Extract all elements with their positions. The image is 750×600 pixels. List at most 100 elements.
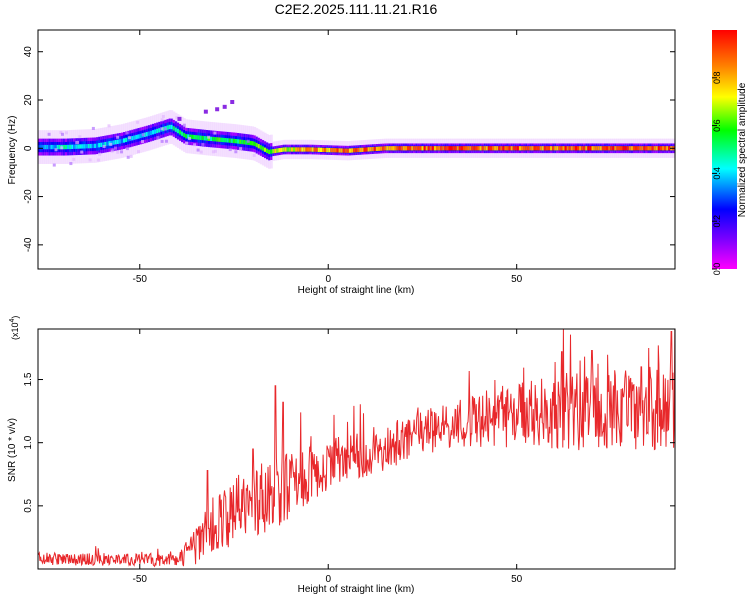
heat-cell-core bbox=[363, 147, 367, 152]
heat-cell-core bbox=[145, 132, 149, 137]
heat-cell-core bbox=[514, 146, 518, 151]
heat-cell-core bbox=[50, 144, 54, 150]
heat-cell-core bbox=[380, 146, 383, 151]
snr-multiplier-close: ) bbox=[10, 316, 20, 319]
heat-cell-core bbox=[591, 146, 595, 151]
heat-cell-core bbox=[632, 146, 636, 151]
heat-cell-core bbox=[431, 146, 435, 151]
heat-cell-core bbox=[460, 146, 464, 151]
heat-cell-core bbox=[232, 138, 236, 144]
heat-speck bbox=[126, 147, 130, 151]
heat-cell-core bbox=[243, 140, 246, 145]
heat-cell-core bbox=[46, 144, 49, 150]
heat-speck bbox=[201, 142, 205, 146]
x-tick-label: 50 bbox=[511, 274, 523, 285]
heat-speck bbox=[116, 135, 120, 139]
heat-cell-core bbox=[322, 147, 325, 153]
heat-speck bbox=[47, 132, 51, 136]
heat-cell-core bbox=[657, 146, 661, 151]
heat-cell-core bbox=[655, 146, 659, 151]
colorbar: 0.0 0.2 0.4 0.6 0.8 Normalized spectral ampl… bbox=[712, 30, 748, 275]
heat-cell-core bbox=[574, 146, 578, 151]
heat-cell-core bbox=[402, 146, 406, 151]
heat-cell-core bbox=[199, 135, 203, 140]
heat-cell-core bbox=[315, 147, 319, 152]
heat-cell-core bbox=[612, 146, 615, 151]
heat-cell-core bbox=[641, 146, 644, 151]
heat-cell-core bbox=[187, 134, 190, 139]
heat-cell-core bbox=[266, 148, 269, 154]
heat-cell-core bbox=[299, 147, 302, 152]
heat-cell-core bbox=[278, 148, 282, 153]
heat-cell-core bbox=[89, 143, 93, 149]
heat-cell-core bbox=[521, 146, 524, 151]
x-tick-label: 50 bbox=[511, 574, 523, 585]
heat-cell-core bbox=[390, 146, 394, 151]
heat-speck bbox=[64, 131, 68, 135]
heat-speck bbox=[182, 123, 186, 127]
heat-cell-core bbox=[386, 146, 389, 151]
heat-speck bbox=[196, 148, 200, 152]
heat-speck bbox=[161, 115, 165, 119]
heat-cell-core bbox=[259, 145, 263, 150]
heat-cell-core bbox=[214, 137, 217, 142]
heat-cell-core bbox=[152, 130, 155, 135]
heat-speck bbox=[141, 133, 145, 137]
heat-cell-core bbox=[212, 136, 215, 142]
heat-cell-core bbox=[274, 148, 277, 154]
heat-cell-core bbox=[355, 148, 358, 153]
heat-cell-core bbox=[527, 146, 530, 151]
y-tick-label: 40 bbox=[23, 46, 34, 58]
heat-cell-core bbox=[659, 146, 663, 151]
x-tick-label: 0 bbox=[325, 574, 331, 585]
heat-speck bbox=[52, 163, 56, 167]
heat-cell-core bbox=[469, 146, 472, 151]
heat-cell-core bbox=[69, 144, 72, 150]
heat-cell-core bbox=[309, 147, 313, 152]
heat-cell-core bbox=[284, 147, 288, 152]
heat-cell-core bbox=[255, 142, 259, 148]
heat-cell-core bbox=[210, 136, 213, 142]
heat-cell-core bbox=[328, 147, 331, 153]
heat-cell-core bbox=[465, 146, 468, 151]
heat-speck bbox=[96, 158, 100, 162]
heat-cell-core bbox=[369, 147, 373, 152]
heat-speck bbox=[228, 148, 232, 152]
heat-cell-core bbox=[572, 146, 576, 151]
heat-speck bbox=[136, 120, 140, 124]
heat-cell-core bbox=[396, 146, 400, 151]
snr-y-label: SNR (10 * v/v) bbox=[7, 418, 18, 482]
heat-cell-core bbox=[429, 146, 433, 151]
heat-cell-core bbox=[324, 147, 327, 153]
heat-speck bbox=[160, 118, 164, 122]
heat-speck bbox=[137, 150, 141, 154]
heat-cell-core bbox=[523, 146, 526, 151]
heat-speck bbox=[211, 150, 215, 154]
heat-cell-core bbox=[492, 146, 495, 151]
heat-speck bbox=[91, 126, 95, 130]
heat-cell-core bbox=[595, 146, 599, 151]
colorbar-tick-label: 0.6 bbox=[712, 119, 722, 132]
heat-cell-core bbox=[48, 144, 51, 150]
heat-cell-core bbox=[317, 147, 321, 152]
heat-cell-core bbox=[118, 139, 122, 144]
heat-cell-core bbox=[241, 139, 244, 145]
heat-cell-core bbox=[290, 147, 294, 152]
heat-cell-core bbox=[552, 146, 555, 151]
heat-cell-core bbox=[388, 146, 391, 151]
heat-cell-core bbox=[195, 135, 199, 140]
heat-cell-core bbox=[228, 138, 232, 143]
heat-cell-core bbox=[531, 146, 534, 151]
heat-cell-core bbox=[545, 146, 549, 151]
heat-cell-core bbox=[203, 136, 207, 141]
heat-cell-core bbox=[359, 147, 362, 153]
heat-cell-core bbox=[587, 146, 590, 151]
heat-cell-core bbox=[433, 146, 437, 151]
heat-cell-core bbox=[313, 147, 317, 152]
heat-cell-core bbox=[344, 148, 348, 153]
heat-cell-core bbox=[79, 144, 83, 149]
heat-speck bbox=[128, 136, 132, 140]
heat-speck bbox=[163, 127, 167, 131]
heat-speck bbox=[246, 139, 250, 143]
heat-cell-core bbox=[635, 146, 638, 151]
